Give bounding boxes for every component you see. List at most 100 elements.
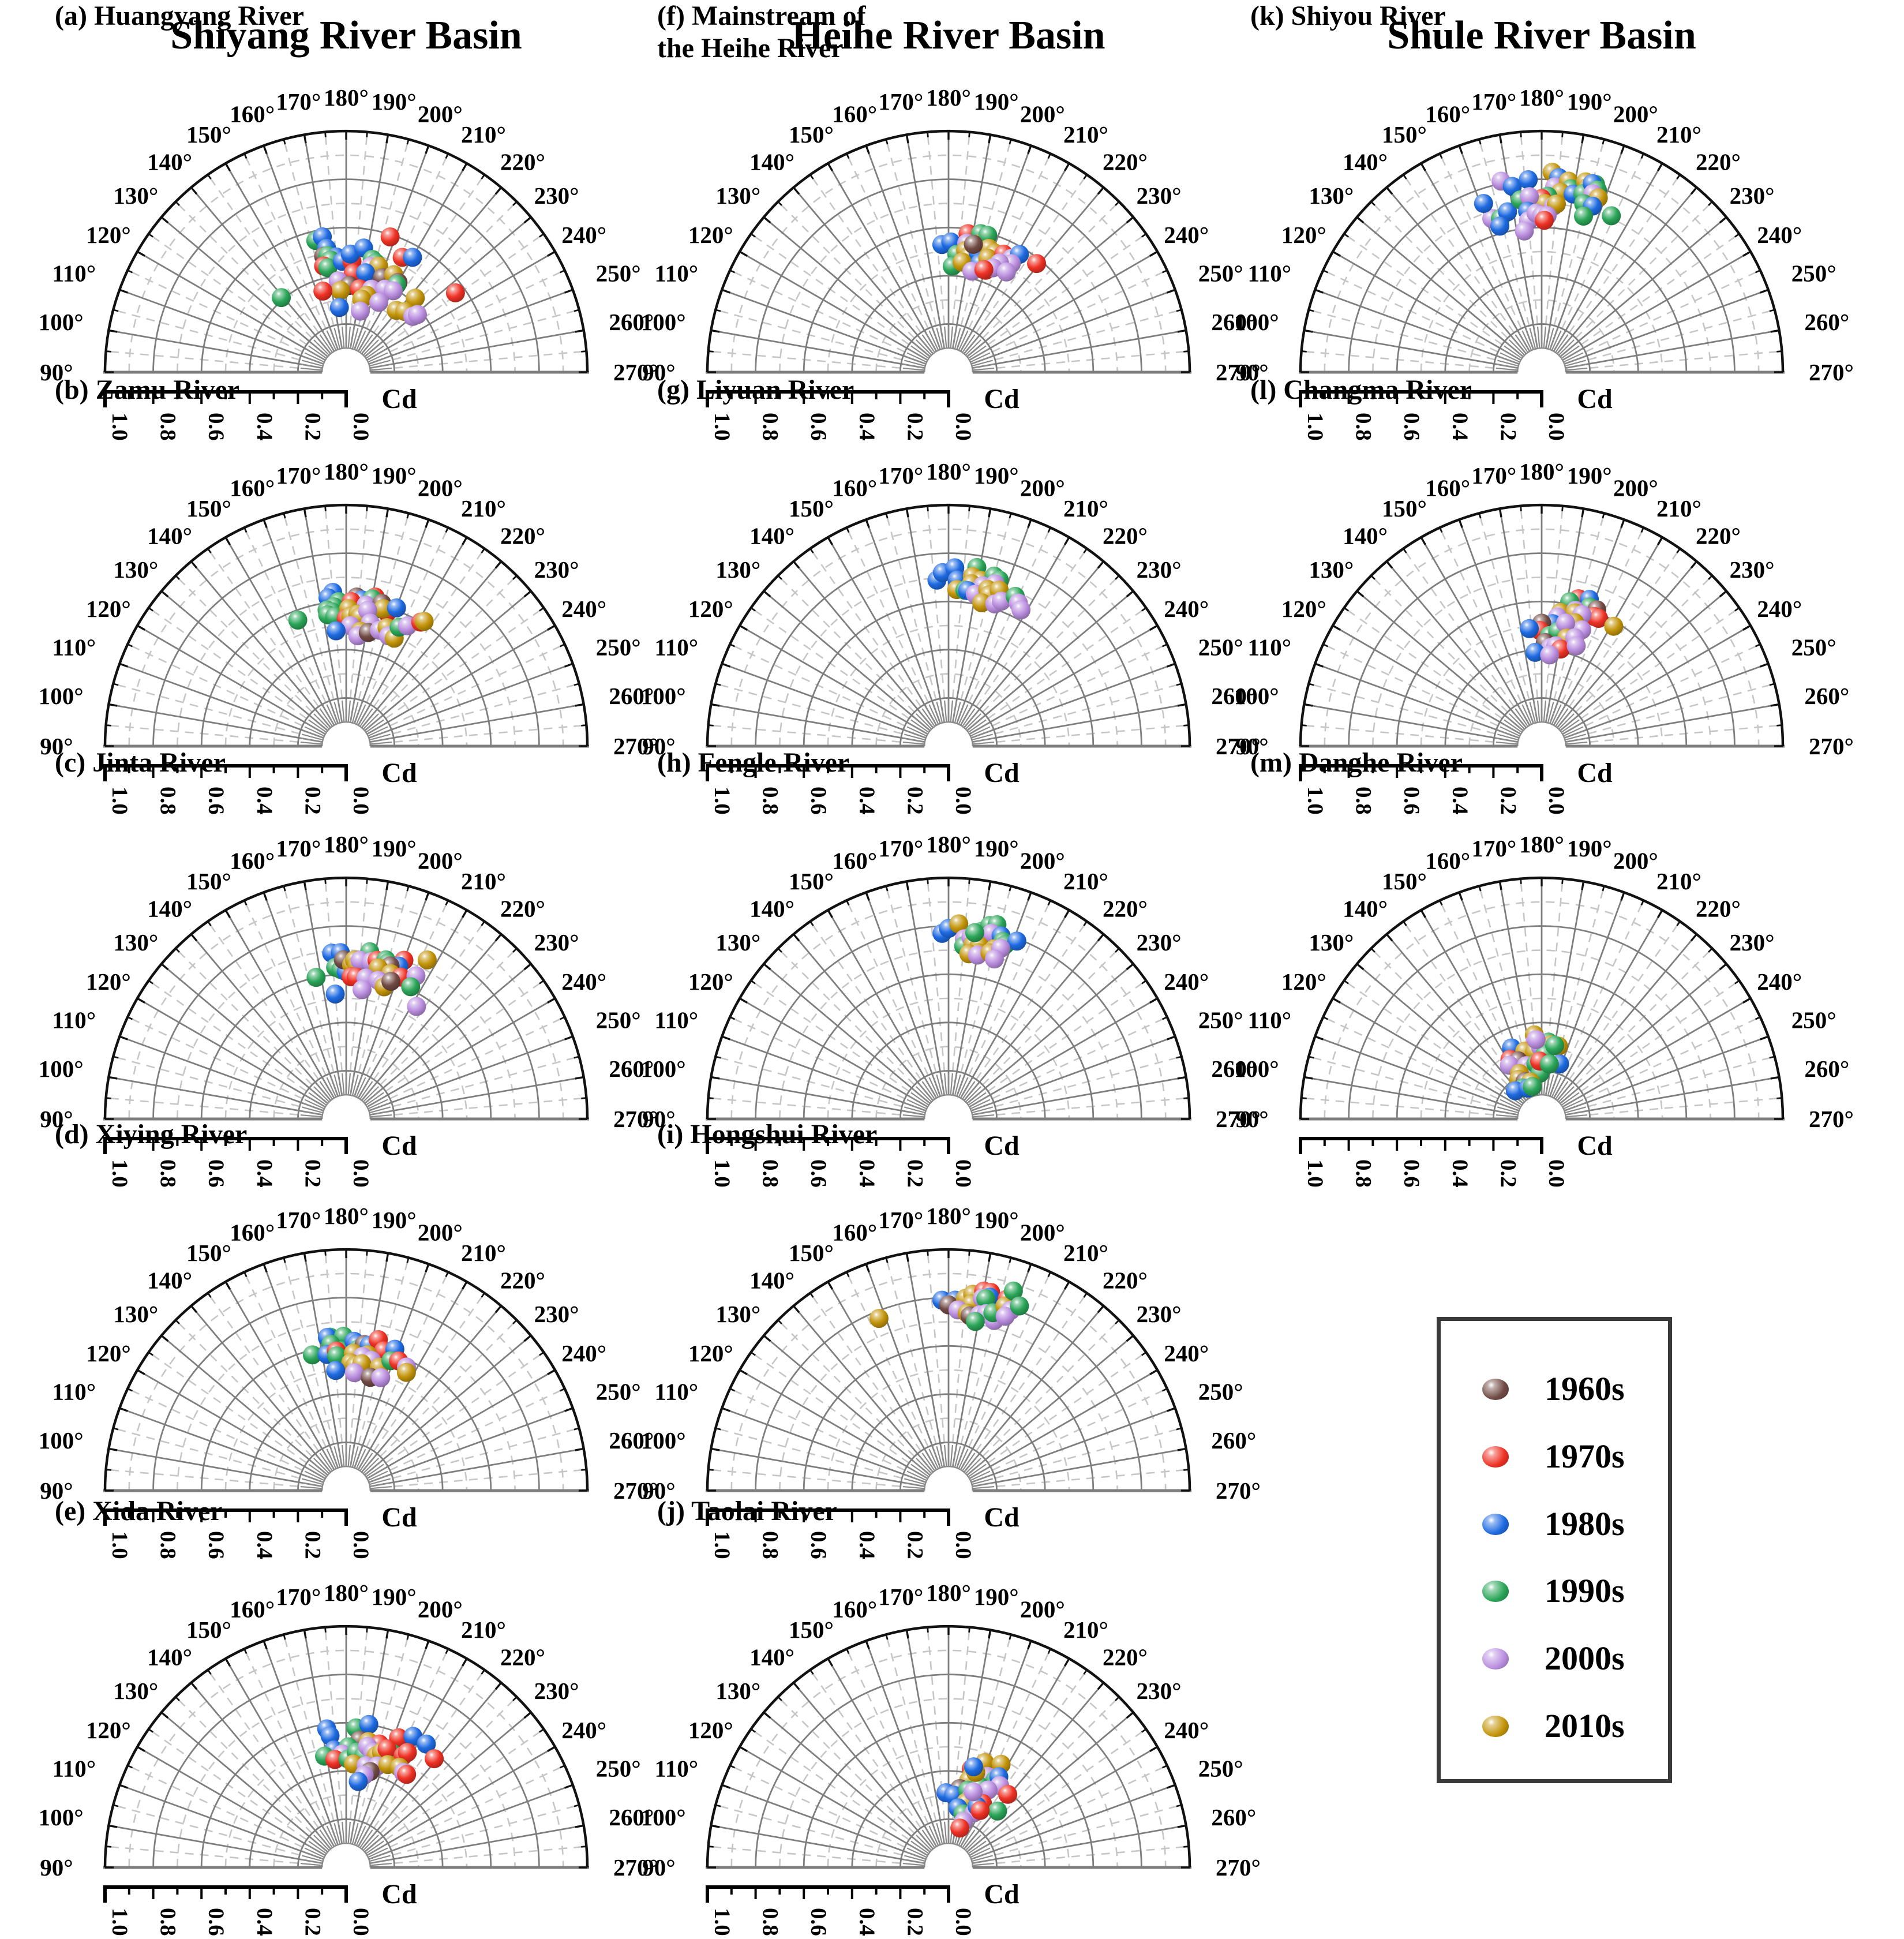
svg-text:250°: 250° (596, 1006, 641, 1033)
data-point-1980s (326, 1361, 346, 1380)
svg-text:270°: 270° (1809, 1106, 1854, 1132)
data-point-1970s (998, 1784, 1018, 1804)
data-point-2000s (995, 1307, 1015, 1326)
svg-text:270°: 270° (1809, 733, 1854, 759)
svg-text:160°: 160° (832, 1219, 877, 1246)
svg-text:230°: 230° (534, 1301, 579, 1327)
chart-title-k: (k) Shiyou River (1250, 1, 1446, 31)
data-point-2010s (396, 1362, 416, 1382)
svg-text:210°: 210° (1656, 868, 1701, 894)
svg-text:90°: 90° (642, 359, 675, 385)
svg-text:220°: 220° (500, 148, 545, 175)
data-point-1960s (964, 234, 983, 254)
svg-text:Cd: Cd (984, 384, 1020, 414)
svg-text:170°: 170° (878, 835, 923, 862)
svg-text:130°: 130° (715, 1301, 760, 1327)
svg-text:180°: 180° (926, 458, 971, 485)
data-point-1990s (1523, 1077, 1542, 1096)
data-point-1970s (445, 283, 465, 302)
legend-label: 1970s (1545, 1438, 1625, 1475)
svg-text:0.4: 0.4 (854, 1531, 879, 1559)
svg-text:0.8: 0.8 (156, 1531, 181, 1559)
polar-chart-e: (e) Xida River 90° 100° 110° 120° 130° 140° 150… (39, 1495, 658, 1936)
svg-text:0.2: 0.2 (1496, 413, 1520, 441)
svg-text:170°: 170° (1471, 835, 1516, 862)
svg-text:160°: 160° (1425, 475, 1470, 501)
svg-text:130°: 130° (113, 1678, 158, 1704)
svg-text:200°: 200° (418, 1219, 463, 1246)
svg-text:120°: 120° (1281, 596, 1326, 622)
svg-text:180°: 180° (926, 831, 971, 858)
svg-text:140°: 140° (749, 148, 794, 175)
svg-text:110°: 110° (1247, 1006, 1291, 1033)
svg-text:Cd: Cd (1577, 384, 1613, 414)
polar-plot-h: 90°100°110°120°130°140°150°160° 170° 180° 1… (641, 831, 1261, 1188)
data-point-1980s (1520, 619, 1539, 638)
svg-text:230°: 230° (1137, 1301, 1182, 1327)
data-point-1990s (1602, 206, 1621, 226)
legend-item-1960s: 1960s (1441, 1372, 1668, 1406)
data-point-2000s (984, 949, 1004, 969)
svg-text:0.0: 0.0 (348, 1531, 373, 1559)
svg-text:190°: 190° (372, 1584, 417, 1610)
svg-text:170°: 170° (878, 88, 923, 115)
svg-text:160°: 160° (230, 848, 275, 874)
svg-text:120°: 120° (688, 1717, 733, 1743)
svg-text:200°: 200° (1020, 1596, 1065, 1623)
data-point-1980s (403, 248, 422, 267)
data-point-2000s (1526, 1030, 1546, 1049)
column-title-shiyang: Shiyang River Basin (170, 13, 522, 58)
svg-text:180°: 180° (324, 84, 369, 111)
svg-text:0.0: 0.0 (1544, 1159, 1569, 1188)
svg-text:1.0: 1.0 (107, 1531, 132, 1559)
data-point-2000s (996, 262, 1016, 282)
svg-text:270°: 270° (613, 1477, 658, 1504)
svg-text:1.0: 1.0 (710, 1159, 734, 1188)
data-point-1990s (965, 1312, 985, 1331)
svg-text:120°: 120° (688, 222, 733, 248)
legend-item-1970s: 1970s (1441, 1439, 1668, 1474)
svg-text:220°: 220° (500, 1644, 545, 1670)
data-point-1970s (313, 281, 333, 301)
svg-text:90°: 90° (40, 359, 73, 385)
svg-text:230°: 230° (534, 1678, 579, 1704)
chart-title-f: (f) Mainstream of the Heihe River (657, 1, 866, 63)
svg-text:0.2: 0.2 (902, 1908, 927, 1936)
svg-text:130°: 130° (113, 556, 158, 583)
svg-text:0.0: 0.0 (348, 1159, 373, 1188)
sphere-marker-1980s-icon (1482, 1514, 1509, 1535)
svg-text:0.0: 0.0 (951, 787, 976, 815)
polar-plot-j: 90°100°110°120°130°140°150°160° 170° 180° 1… (641, 1579, 1261, 1936)
svg-text:110°: 110° (654, 1006, 698, 1033)
svg-text:260°: 260° (1804, 309, 1849, 335)
legend-label: 2010s (1545, 1707, 1625, 1745)
data-point-2010s (1604, 616, 1624, 636)
svg-text:140°: 140° (749, 1644, 794, 1670)
polar-chart-h: (h) Fengle River 90° 100° 110° 120° 130° 140° 1… (641, 747, 1261, 1188)
legend-label: 1960s (1545, 1370, 1625, 1408)
svg-text:0.4: 0.4 (252, 1908, 277, 1936)
polar-plot-m: 90°100°110°120°130°140°150°160° 170° 180° 1… (1234, 831, 1854, 1188)
svg-text:130°: 130° (1309, 929, 1354, 956)
data-point-1980s (1498, 202, 1517, 222)
svg-text:220°: 220° (1103, 895, 1148, 922)
svg-text:0.2: 0.2 (902, 1531, 927, 1559)
svg-text:180°: 180° (1519, 831, 1564, 858)
polar-chart-a: (a) Huangyang River 90° 100° 110° 120° 130° 14… (39, 0, 658, 441)
svg-text:140°: 140° (749, 1267, 794, 1293)
svg-text:0.0: 0.0 (951, 1908, 976, 1936)
polar-chart-b: (b) Zamu River 90° 100° 110° 120° 130° 140° 150… (39, 374, 658, 815)
svg-text:170°: 170° (276, 88, 321, 115)
svg-text:270°: 270° (1216, 359, 1261, 385)
data-point-2000s (350, 301, 370, 321)
svg-text:0.8: 0.8 (156, 413, 181, 441)
svg-text:90°: 90° (40, 1854, 73, 1881)
svg-text:0.4: 0.4 (1448, 787, 1472, 815)
chart-title-b: (b) Zamu River (55, 375, 239, 405)
svg-text:90°: 90° (40, 1477, 73, 1504)
svg-text:110°: 110° (654, 634, 698, 660)
data-point-1990s (401, 977, 421, 997)
data-point-1980s (329, 298, 349, 317)
data-point-1970s (1027, 254, 1047, 274)
